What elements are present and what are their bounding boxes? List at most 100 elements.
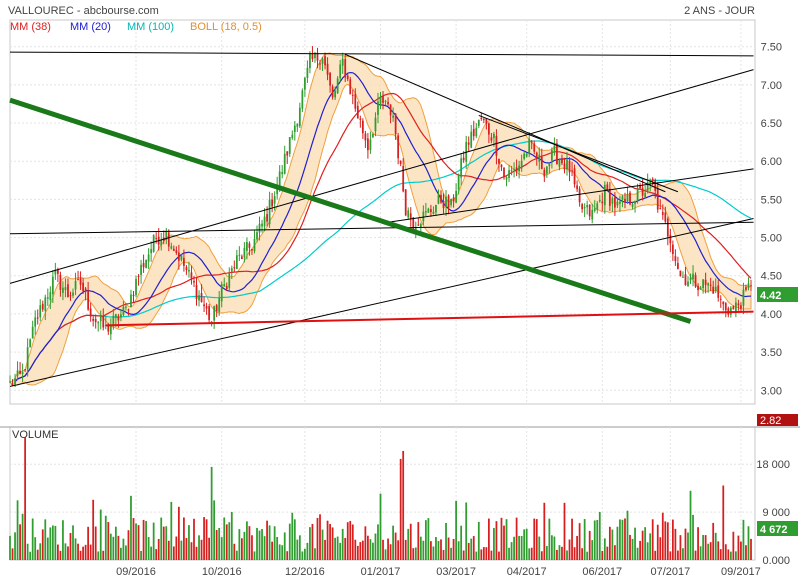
candle-body <box>387 102 389 105</box>
date-tick-label: 04/2017 <box>507 566 547 578</box>
candle-body <box>634 200 636 204</box>
candle-body <box>573 168 576 185</box>
candle-body <box>732 306 735 310</box>
volume-bar <box>646 542 649 560</box>
candle-body <box>190 272 193 279</box>
volume-bar <box>424 520 427 560</box>
volume-bar <box>712 522 715 560</box>
candle-body <box>654 179 657 191</box>
volume-bar <box>278 544 281 560</box>
candle-body <box>54 269 57 275</box>
volume-bar <box>11 548 14 560</box>
volume-bar <box>77 543 79 560</box>
candle-body <box>583 207 586 209</box>
candle-body <box>87 290 90 310</box>
volume-bar <box>611 529 614 560</box>
volume-bar <box>261 528 263 560</box>
volume-bar <box>634 527 636 560</box>
volume-bar <box>472 536 475 560</box>
volume-bar <box>745 545 747 560</box>
volume-bar <box>394 532 397 560</box>
volume-bar <box>142 519 145 560</box>
volume-bar <box>140 550 142 560</box>
candle-body <box>293 125 296 132</box>
candle-body <box>34 317 37 327</box>
volume-bar <box>671 519 674 560</box>
candle-body <box>382 96 384 103</box>
candle-body <box>440 194 442 203</box>
candle-body <box>621 196 624 200</box>
volume-bar <box>39 543 42 560</box>
candle-body <box>240 256 243 260</box>
candle-body <box>495 135 498 156</box>
volume-bar <box>709 542 712 560</box>
volume-bar <box>288 523 291 560</box>
ma100-line <box>14 140 752 383</box>
volume-bar <box>291 512 294 560</box>
candle-body <box>306 67 309 78</box>
candle-body <box>545 166 548 174</box>
volume-bar <box>233 543 236 560</box>
candle-body <box>487 123 490 135</box>
candle-body <box>127 309 130 311</box>
volume-bar <box>694 550 697 560</box>
date-tick-label: 03/2017 <box>436 566 476 578</box>
candle-body <box>346 75 349 80</box>
volume-bar <box>684 528 687 560</box>
candle-body <box>31 326 34 339</box>
volume-bar <box>19 524 21 560</box>
volume-bar <box>644 527 647 560</box>
volume-bar <box>107 522 110 560</box>
candle-body <box>354 93 357 109</box>
candle-body <box>213 306 216 321</box>
candle-body <box>694 275 697 287</box>
volume-bar <box>235 550 238 560</box>
volume-bar <box>530 547 533 560</box>
volume-bar <box>180 540 183 560</box>
candle-body <box>291 134 294 138</box>
candle-body <box>493 133 495 138</box>
volume-bar <box>621 519 624 560</box>
volume-bar <box>26 543 29 560</box>
candle-body <box>170 246 173 249</box>
volume-bar <box>636 547 639 560</box>
candle-body <box>561 158 563 164</box>
candle-body <box>145 259 147 268</box>
candle-body <box>538 154 541 162</box>
candle-body <box>674 256 677 261</box>
candle-body <box>344 59 347 78</box>
volume-bar <box>719 549 722 560</box>
volume-bar <box>253 551 256 560</box>
volume-bar <box>614 545 616 560</box>
candle-body <box>707 283 710 286</box>
volume-panel-title: VOLUME <box>12 429 58 441</box>
price-tick-label: 6.50 <box>761 118 782 130</box>
volume-bar <box>223 517 226 560</box>
volume-bar <box>656 524 659 560</box>
candle-body <box>422 211 425 222</box>
volume-bar <box>150 546 153 560</box>
volume-bar <box>432 546 435 560</box>
price-tick-label: 5.50 <box>761 194 782 206</box>
candle-body <box>14 378 16 385</box>
volume-bar <box>331 527 334 560</box>
candle-body <box>135 278 137 296</box>
volume-bar <box>440 539 442 560</box>
volume-bar <box>127 530 130 560</box>
volume-bar <box>321 529 324 560</box>
candle-body <box>142 263 145 268</box>
volume-bar <box>266 520 268 560</box>
candle-body <box>215 305 218 312</box>
candle-body <box>414 226 417 231</box>
candle-body <box>283 153 286 174</box>
candle-body <box>407 210 410 218</box>
candle-body <box>528 138 531 154</box>
volume-bar <box>326 520 329 560</box>
volume-bar <box>183 517 185 560</box>
volume-bar <box>493 528 495 560</box>
date-tick-label: 09/2017 <box>721 566 761 578</box>
trendline <box>9 218 754 387</box>
candle-body <box>430 209 432 213</box>
candle-body <box>59 274 62 290</box>
volume-bar <box>117 535 120 560</box>
